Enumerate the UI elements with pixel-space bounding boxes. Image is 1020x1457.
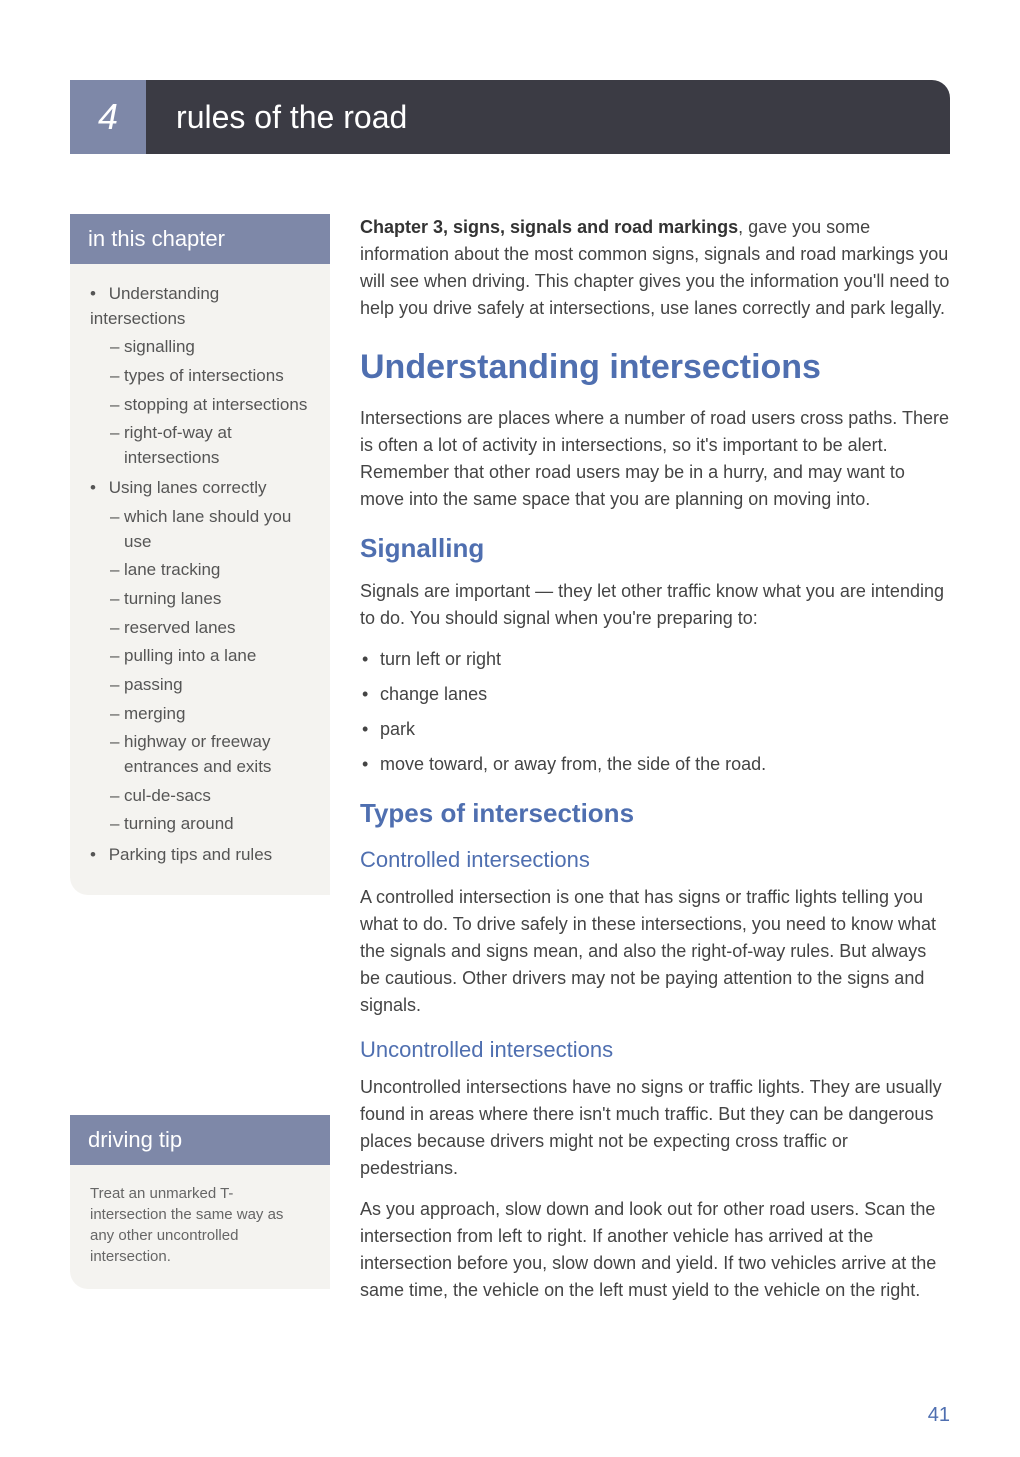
toc-label: Using lanes correctly xyxy=(109,478,267,497)
signalling-list: turn left or right change lanes park mov… xyxy=(360,646,950,778)
toc-item: Understanding intersections signalling t… xyxy=(90,282,310,470)
driving-tip-header: driving tip xyxy=(70,1115,330,1165)
list-item: turn left or right xyxy=(360,646,950,673)
heading-understanding-intersections: Understanding intersections xyxy=(360,342,950,393)
sidebar-spacer xyxy=(70,935,330,1115)
paragraph: As you approach, slow down and look out … xyxy=(360,1196,950,1304)
toc-subitem: merging xyxy=(110,702,310,727)
content-area: in this chapter Understanding intersecti… xyxy=(70,214,950,1329)
list-item: move toward, or away from, the side of t… xyxy=(360,751,950,778)
toc-subitem: passing xyxy=(110,673,310,698)
chapter-title: rules of the road xyxy=(146,80,950,154)
paragraph: A controlled intersection is one that ha… xyxy=(360,884,950,1019)
toc-subitem: which lane should you use xyxy=(110,505,310,554)
toc-subitem: right-of-way at intersections xyxy=(110,421,310,470)
toc-item: Parking tips and rules xyxy=(90,843,310,868)
toc-subitem: cul-de-sacs xyxy=(110,784,310,809)
heading-signalling: Signalling xyxy=(360,529,950,568)
toc-subitem: turning around xyxy=(110,812,310,837)
in-this-chapter-box: in this chapter Understanding intersecti… xyxy=(70,214,330,895)
toc-subitem: types of intersections xyxy=(110,364,310,389)
toc-subitem: stopping at intersections xyxy=(110,393,310,418)
toc-list: Understanding intersections signalling t… xyxy=(90,282,310,867)
toc-subitem: reserved lanes xyxy=(110,616,310,641)
toc-label: Understanding intersections xyxy=(90,284,219,328)
paragraph: Intersections are places where a number … xyxy=(360,405,950,513)
sidebar: in this chapter Understanding intersecti… xyxy=(70,214,330,1329)
list-item: change lanes xyxy=(360,681,950,708)
page: 4 rules of the road in this chapter Unde… xyxy=(0,0,1020,1369)
list-item: park xyxy=(360,716,950,743)
heading-uncontrolled-intersections: Uncontrolled intersections xyxy=(360,1033,950,1066)
main-content: Chapter 3, signs, signals and road marki… xyxy=(360,214,950,1329)
toc-label: Parking tips and rules xyxy=(109,845,272,864)
toc-subitem: turning lanes xyxy=(110,587,310,612)
paragraph: Signals are important — they let other t… xyxy=(360,578,950,632)
toc-item: Using lanes correctly which lane should … xyxy=(90,476,310,836)
chapter-number: 4 xyxy=(70,80,146,154)
toc-subitem: highway or freeway entrances and exits xyxy=(110,730,310,779)
driving-tip-body: Treat an unmarked T-intersection the sam… xyxy=(70,1165,330,1289)
intro-bold: Chapter 3, signs, signals and road marki… xyxy=(360,217,738,237)
toc-subitem: pulling into a lane xyxy=(110,644,310,669)
toc-subitem: signalling xyxy=(110,335,310,360)
page-number: 41 xyxy=(928,1404,950,1427)
heading-types-of-intersections: Types of intersections xyxy=(360,794,950,833)
chapter-header: 4 rules of the road xyxy=(70,80,950,154)
driving-tip-box: driving tip Treat an unmarked T-intersec… xyxy=(70,1115,330,1289)
paragraph: Uncontrolled intersections have no signs… xyxy=(360,1074,950,1182)
heading-controlled-intersections: Controlled intersections xyxy=(360,843,950,876)
in-this-chapter-body: Understanding intersections signalling t… xyxy=(70,264,330,895)
intro-paragraph: Chapter 3, signs, signals and road marki… xyxy=(360,214,950,322)
toc-subitem: lane tracking xyxy=(110,558,310,583)
in-this-chapter-header: in this chapter xyxy=(70,214,330,264)
